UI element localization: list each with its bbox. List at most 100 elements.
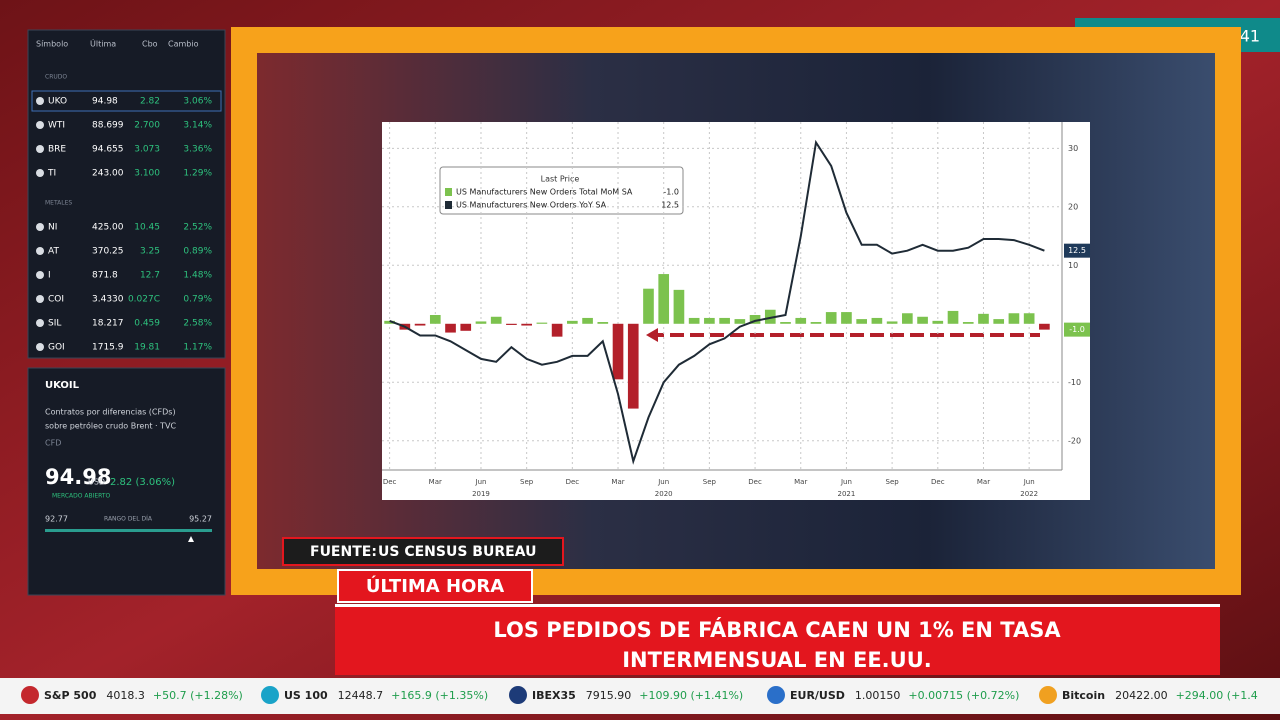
cell: WTI xyxy=(48,121,65,131)
cell: 3.25 xyxy=(140,247,160,257)
quote-description: Contratos por diferencias (CFDs) xyxy=(45,408,176,417)
cell: 425.00 xyxy=(92,223,124,233)
cell: I xyxy=(48,271,51,281)
quote-change: 2.82 (3.06%) xyxy=(110,477,175,488)
ticker-price: 20422.00 xyxy=(1115,689,1168,702)
bar xyxy=(719,317,730,324)
bar xyxy=(780,322,791,324)
bar xyxy=(612,323,624,380)
cell: 3.14% xyxy=(183,121,212,131)
legend-label: US Manufacturers New Orders Total MoM SA xyxy=(456,188,633,197)
column-header: Símbolo xyxy=(36,40,68,49)
quote-price: 94.98 xyxy=(45,465,111,489)
last-value-label: -1.0 xyxy=(1069,325,1085,334)
x-tick-label: Jun xyxy=(475,478,487,486)
y-tick-label: -20 xyxy=(1068,436,1081,445)
bar xyxy=(429,315,441,324)
cell: 0.79% xyxy=(183,295,212,305)
x-tick-label: Jun xyxy=(657,478,669,486)
bar xyxy=(490,316,502,324)
ticker-name: S&P 500 xyxy=(44,689,97,702)
bar xyxy=(536,322,548,324)
line xyxy=(389,139,1045,465)
cell: 10.45 xyxy=(134,223,160,233)
cell: 1715.9 xyxy=(92,343,124,353)
cell: BRE xyxy=(48,145,66,155)
cell: COI xyxy=(48,295,64,305)
x-tick-label: Dec xyxy=(383,478,397,486)
ticker-icon xyxy=(1039,686,1057,704)
column-header: Cbo xyxy=(142,40,158,49)
bar xyxy=(917,316,928,324)
y-tick-label: 10 xyxy=(1068,261,1078,270)
cell: NI xyxy=(48,223,57,233)
cell: 1.17% xyxy=(183,343,212,353)
bar xyxy=(567,320,578,324)
quote-description: sobre petróleo crudo Brent · TVC xyxy=(45,421,176,431)
source-name: US CENSUS BUREAU xyxy=(378,544,536,560)
x-tick-label: Mar xyxy=(794,478,807,486)
bar xyxy=(688,317,700,324)
last-value-tag xyxy=(1064,243,1090,258)
bar xyxy=(810,322,822,324)
column-header: Cambio xyxy=(168,40,199,49)
range-marker xyxy=(188,536,194,542)
quote-type: CFD xyxy=(45,439,61,448)
bar xyxy=(856,319,867,324)
cell: 1.48% xyxy=(183,271,212,281)
x-tick-label: Jun xyxy=(840,478,852,486)
cell: TI xyxy=(47,169,56,179)
bar xyxy=(1039,323,1050,330)
bar xyxy=(627,323,639,409)
headline-rule xyxy=(335,604,1220,607)
row-icon xyxy=(36,121,44,129)
bar xyxy=(734,319,746,324)
quote-panel xyxy=(27,367,226,596)
cell: 370.25 xyxy=(92,247,124,257)
cell: 18.217 xyxy=(92,319,124,329)
bar xyxy=(993,319,1005,324)
cell: 0.027C xyxy=(128,295,160,305)
bar xyxy=(932,320,944,324)
ticker-change: +50.7 (+1.28%) xyxy=(153,689,243,702)
ticker-icon xyxy=(261,686,279,704)
row-icon xyxy=(36,247,44,255)
ticker-icon xyxy=(767,686,785,704)
legend-title: Last Price xyxy=(541,175,580,184)
breaking-badge xyxy=(337,569,533,603)
ticker-price: 1.00150 xyxy=(855,689,901,702)
bar xyxy=(764,309,776,324)
ticker-icon xyxy=(509,686,527,704)
bar xyxy=(445,323,456,333)
cell: 2.58% xyxy=(183,319,212,329)
bar xyxy=(704,317,715,324)
row-icon xyxy=(36,145,44,153)
bar xyxy=(749,315,761,324)
x-tick-label: Dec xyxy=(748,478,762,486)
cell: 94.655 xyxy=(92,145,124,155)
cell: 3.4330 xyxy=(92,295,124,305)
bar xyxy=(384,320,395,324)
headline: INTERMENSUAL EN EE.UU. xyxy=(622,648,932,672)
last-value-tag xyxy=(1064,322,1090,337)
x-tick-label: Dec xyxy=(566,478,580,486)
source-box xyxy=(282,537,564,566)
x-tick-label: Mar xyxy=(611,478,624,486)
y-tick-label: 30 xyxy=(1068,144,1078,153)
x-tick-label: Mar xyxy=(977,478,990,486)
headline: LOS PEDIDOS DE FÁBRICA CAEN UN 1% EN TAS… xyxy=(493,617,1061,642)
cell: 243.00 xyxy=(92,169,124,179)
bar xyxy=(521,323,532,326)
ticker-change: +165.9 (+1.35%) xyxy=(391,689,488,702)
bar xyxy=(551,323,563,337)
day-low: 92.77 xyxy=(45,515,68,524)
section-title: CRUDO xyxy=(45,74,67,81)
ticker-price: 12448.7 xyxy=(338,689,384,702)
cell: 871.8 xyxy=(92,271,118,281)
bar xyxy=(460,323,472,331)
cell: AT xyxy=(48,247,59,257)
legend-value: -1.0 xyxy=(663,188,679,197)
market-status: MERCADO ABIERTO xyxy=(52,493,111,500)
x-tick-label: Sep xyxy=(703,478,717,486)
legend-swatch xyxy=(445,201,452,209)
